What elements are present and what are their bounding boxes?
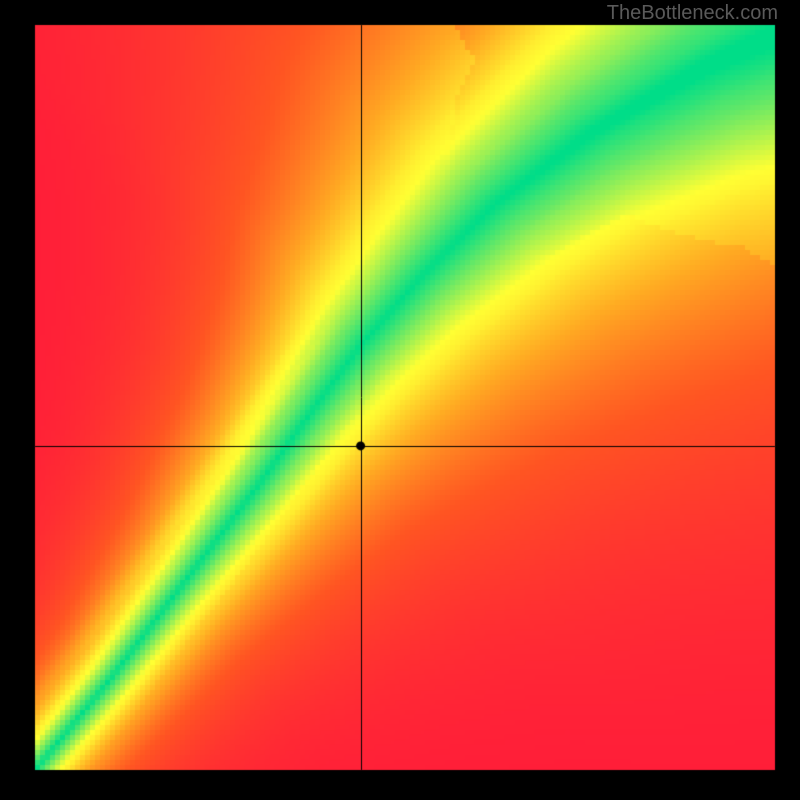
watermark-text: TheBottleneck.com <box>607 2 778 25</box>
chart-container: TheBottleneck.com <box>0 0 800 800</box>
overlay-canvas <box>0 0 800 800</box>
